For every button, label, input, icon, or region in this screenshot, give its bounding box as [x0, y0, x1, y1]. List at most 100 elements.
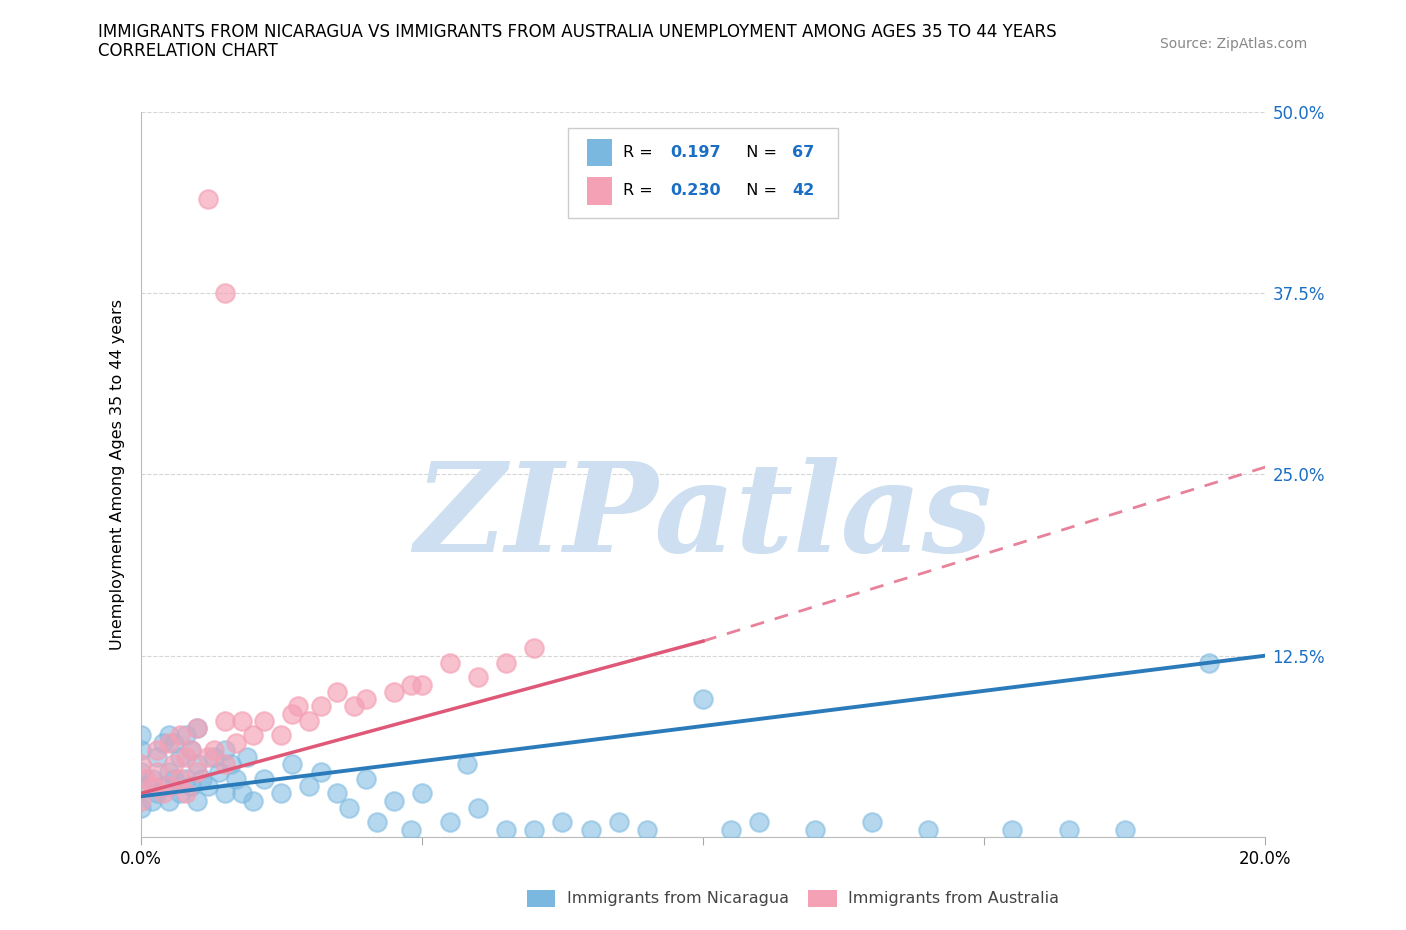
Point — [399, 677, 422, 692]
Text: ZIPatlas: ZIPatlas — [413, 457, 993, 578]
Point — [636, 822, 658, 837]
Text: 0.197: 0.197 — [671, 145, 721, 160]
Point — [129, 757, 152, 772]
Point — [411, 677, 433, 692]
Point — [214, 713, 236, 728]
Point — [242, 793, 264, 808]
Point — [579, 822, 602, 837]
Point — [169, 786, 191, 801]
Bar — [588, 139, 612, 166]
Point — [186, 721, 208, 736]
Point — [180, 742, 202, 757]
Text: R =: R = — [623, 183, 658, 198]
Point — [197, 750, 219, 764]
Point — [467, 670, 489, 684]
Point — [382, 793, 405, 808]
Text: N =: N = — [735, 145, 782, 160]
Text: 0.230: 0.230 — [671, 183, 721, 198]
Point — [135, 772, 157, 787]
Point — [197, 778, 219, 793]
Point — [495, 656, 517, 671]
Point — [382, 684, 405, 699]
Point — [186, 721, 208, 736]
Point — [129, 742, 152, 757]
Point — [174, 728, 197, 743]
Point — [607, 815, 630, 830]
Point — [720, 822, 742, 837]
Point — [1114, 822, 1136, 837]
Point — [157, 778, 180, 793]
Point — [146, 786, 169, 801]
Point — [186, 793, 208, 808]
Point — [1198, 656, 1220, 671]
Text: 42: 42 — [792, 183, 814, 198]
Point — [146, 750, 169, 764]
Point — [146, 764, 169, 779]
Point — [163, 772, 186, 787]
Point — [337, 801, 360, 816]
Point — [129, 778, 152, 793]
Point — [129, 728, 152, 743]
Point — [152, 736, 174, 751]
Point — [366, 815, 388, 830]
Point — [523, 641, 546, 656]
Point — [917, 822, 939, 837]
Point — [191, 772, 214, 787]
Point — [169, 772, 191, 787]
Point — [186, 764, 208, 779]
Point — [129, 764, 152, 779]
Point — [253, 713, 276, 728]
Point — [551, 815, 574, 830]
Point — [439, 815, 461, 830]
Point — [129, 801, 152, 816]
Point — [242, 728, 264, 743]
Point — [860, 815, 883, 830]
Text: CORRELATION CHART: CORRELATION CHART — [98, 42, 278, 60]
Point — [298, 778, 321, 793]
Point — [495, 822, 517, 837]
Point — [141, 793, 163, 808]
Point — [219, 757, 242, 772]
Point — [309, 699, 332, 714]
Point — [180, 778, 202, 793]
Text: N =: N = — [735, 183, 782, 198]
Point — [231, 713, 253, 728]
Point — [197, 192, 219, 206]
Point — [163, 757, 186, 772]
Point — [456, 757, 478, 772]
Point — [326, 684, 349, 699]
Point — [214, 286, 236, 300]
Point — [281, 757, 304, 772]
Point — [298, 713, 321, 728]
Point — [214, 786, 236, 801]
Point — [174, 750, 197, 764]
Point — [236, 750, 259, 764]
Point — [804, 822, 827, 837]
Point — [309, 764, 332, 779]
Point — [523, 822, 546, 837]
Point — [326, 786, 349, 801]
Point — [169, 750, 191, 764]
Point — [129, 793, 152, 808]
Point — [231, 786, 253, 801]
Point — [748, 815, 770, 830]
Point — [225, 772, 247, 787]
Point — [157, 736, 180, 751]
Point — [146, 742, 169, 757]
Point — [467, 801, 489, 816]
Point — [174, 786, 197, 801]
Point — [214, 742, 236, 757]
Text: IMMIGRANTS FROM NICARAGUA VS IMMIGRANTS FROM AUSTRALIA UNEMPLOYMENT AMONG AGES 3: IMMIGRANTS FROM NICARAGUA VS IMMIGRANTS … — [98, 23, 1057, 41]
Point — [1057, 822, 1080, 837]
Text: Immigrants from Nicaragua: Immigrants from Nicaragua — [567, 891, 789, 906]
Point — [214, 757, 236, 772]
Point — [169, 728, 191, 743]
Point — [186, 757, 208, 772]
Point — [157, 728, 180, 743]
Point — [208, 764, 231, 779]
Point — [163, 736, 186, 751]
Point — [692, 692, 714, 707]
Point — [281, 706, 304, 721]
Point — [439, 656, 461, 671]
Y-axis label: Unemployment Among Ages 35 to 44 years: Unemployment Among Ages 35 to 44 years — [110, 299, 125, 650]
